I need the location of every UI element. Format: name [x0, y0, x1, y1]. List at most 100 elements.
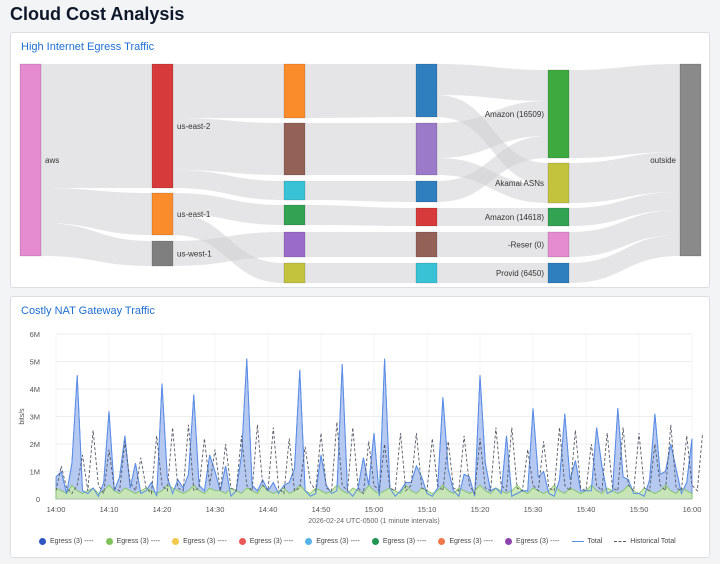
- nat-x-tick: 15:50: [630, 505, 649, 514]
- nat-y-tick: 6M: [30, 330, 40, 339]
- egress-sankey-diagram: aws us-east-2 us-east-1 us-west-1 Amazon (16…: [19, 63, 702, 284]
- legend-label: Egress (3) ----: [382, 537, 427, 545]
- sankey-node-c3f[interactable]: [415, 262, 438, 284]
- legend-dot-icon: [172, 537, 180, 545]
- nat-panel: Costly NAT Gateway Traffic 0 1M 2M 3M 4M 5M 6M…: [10, 296, 710, 558]
- sankey-links: [41, 64, 680, 283]
- legend-item-8[interactable]: Total: [571, 537, 603, 545]
- sankey-link-c3a-amz16509[interactable]: [437, 64, 548, 101]
- sankey-link-reser-outside[interactable]: [569, 210, 680, 257]
- sankey-link-c3e-reser[interactable]: [437, 232, 548, 257]
- sankey-link-amz14618-outside[interactable]: [569, 192, 680, 226]
- sankey-link-use2-c2c[interactable]: [173, 170, 284, 200]
- legend-label: Historical Total: [630, 537, 676, 545]
- nat-series-historical-line[interactable]: [55, 421, 704, 495]
- sankey-node-c2e[interactable]: [283, 231, 306, 258]
- sankey-label-akamai: Akamai ASNs: [495, 179, 544, 188]
- sankey-nodes: aws us-east-2 us-east-1 us-west-1 Amazon (16…: [19, 63, 702, 284]
- sankey-link-c3d-amz14618[interactable]: [437, 208, 548, 226]
- legend-item-7[interactable]: Egress (3) ----: [504, 537, 560, 545]
- sankey-link-akamai-outside[interactable]: [569, 152, 680, 203]
- sankey-label-usw1: us-west-1: [177, 250, 212, 259]
- nat-y-tick: 4M: [30, 385, 40, 394]
- nat-y-tick: 1M: [30, 468, 40, 477]
- sankey-link-amz16509-outside[interactable]: [569, 64, 680, 158]
- legend-line-icon: [614, 540, 627, 542]
- sankey-node-provid[interactable]: [547, 262, 570, 284]
- legend-item-0[interactable]: Egress (3) ----: [39, 537, 94, 545]
- legend-item-6[interactable]: Egress (3) ----: [438, 537, 493, 545]
- sankey-link-aws-use2[interactable]: [41, 64, 152, 188]
- legend-label: Egress (3) ----: [449, 537, 493, 545]
- nat-x-axis-label: 2026-02-24 UTC-0500 (1 minute intervals): [308, 518, 440, 525]
- sankey-link-aws-use1[interactable]: [41, 188, 152, 235]
- nat-series-area-1[interactable]: [55, 484, 693, 500]
- sankey-link-use2-c2a[interactable]: [173, 64, 284, 118]
- legend-item-2[interactable]: Egress (3) ----: [172, 537, 227, 545]
- sankey-label-use2: us-east-2: [177, 122, 211, 131]
- sankey-label-use1: us-east-1: [177, 210, 211, 219]
- sankey-node-usw1[interactable]: [151, 240, 174, 267]
- sankey-label-aws: aws: [45, 156, 59, 165]
- sankey-node-c3a[interactable]: [415, 63, 438, 118]
- legend-item-4[interactable]: Egress (3) ----: [305, 537, 360, 545]
- sankey-link-use1-c2d[interactable]: [173, 193, 284, 225]
- sankey-node-c2d[interactable]: [283, 204, 306, 226]
- sankey-label-amz14618: Amazon (14618): [485, 213, 544, 222]
- legend-item-5[interactable]: Egress (3) ----: [371, 537, 427, 545]
- nat-x-tick: 16:00: [683, 505, 702, 514]
- sankey-node-aws[interactable]: [19, 63, 42, 257]
- sankey-link-provid-outside[interactable]: [569, 235, 680, 283]
- sankey-link-c2d-c3d[interactable]: [305, 205, 416, 226]
- sankey-link-c3b-amz16509[interactable]: [437, 101, 548, 158]
- sankey-node-c2b[interactable]: [283, 122, 306, 176]
- sankey-link-c2f-c3f[interactable]: [305, 263, 416, 283]
- sankey-link-c2a-c3a[interactable]: [305, 64, 416, 118]
- legend-item-3[interactable]: Egress (3) ----: [238, 537, 293, 545]
- sankey-link-aws-usw1[interactable]: [41, 223, 152, 266]
- nat-y-axis-label: bits/s: [19, 408, 26, 425]
- legend-label: Egress (3) ----: [116, 537, 161, 545]
- nat-y-tick: 2M: [30, 440, 40, 449]
- sankey-node-use2[interactable]: [151, 63, 174, 189]
- sankey-node-c3c[interactable]: [415, 180, 438, 203]
- sankey-link-c2b-c3b[interactable]: [305, 123, 416, 175]
- sankey-link-c3f-provid[interactable]: [437, 263, 548, 283]
- sankey-link-c3b-akamai[interactable]: [437, 158, 548, 203]
- legend-item-1[interactable]: Egress (3) ----: [105, 537, 161, 545]
- legend-label: Egress (3) ----: [183, 537, 227, 545]
- legend-item-9[interactable]: Historical Total: [614, 537, 676, 545]
- sankey-link-c2e-c3e[interactable]: [305, 232, 416, 257]
- legend-label: Egress (3) ----: [515, 537, 560, 545]
- page-title: Cloud Cost Analysis: [10, 4, 185, 24]
- sankey-label-reser: -Reser (0): [508, 241, 544, 250]
- sankey-node-c2c[interactable]: [283, 180, 306, 201]
- sankey-node-c3e[interactable]: [415, 231, 438, 258]
- sankey-link-c3c-amz16509[interactable]: [437, 136, 548, 202]
- sankey-node-outside[interactable]: [679, 63, 702, 257]
- sankey-node-c2a[interactable]: [283, 63, 306, 119]
- nat-y-tick: 0: [36, 495, 40, 504]
- sankey-node-amz14618[interactable]: [547, 207, 570, 227]
- sankey-node-amz16509[interactable]: [547, 69, 570, 159]
- legend-label: Total: [587, 537, 603, 545]
- nat-y-tick: 5M: [30, 358, 40, 367]
- sankey-node-c3b[interactable]: [415, 122, 438, 176]
- legend-line-icon: [571, 540, 584, 542]
- sankey-node-reser[interactable]: [547, 231, 570, 258]
- legend-label: Egress (3) ----: [50, 537, 94, 545]
- nat-x-tick: 14:30: [206, 505, 225, 514]
- sankey-node-akamai[interactable]: [547, 162, 570, 204]
- sankey-label-amz16509: Amazon (16509): [485, 110, 544, 119]
- sankey-label-provid: Provid (6450): [496, 269, 544, 278]
- nat-series-total-line[interactable]: [55, 358, 693, 498]
- sankey-node-use1[interactable]: [151, 192, 174, 236]
- nat-x-tick: 15:30: [524, 505, 543, 514]
- nat-x-tick: 15:40: [577, 505, 596, 514]
- sankey-link-use2-c2b[interactable]: [173, 118, 284, 175]
- nat-chart-legend: Egress (3) ---- Egress (3) ---- Egress (3)…: [39, 533, 699, 549]
- sankey-node-c3d[interactable]: [415, 207, 438, 227]
- sankey-link-usw1-c2e[interactable]: [173, 232, 284, 266]
- sankey-link-c2c-c3c[interactable]: [305, 181, 416, 202]
- sankey-node-c2f[interactable]: [283, 262, 306, 284]
